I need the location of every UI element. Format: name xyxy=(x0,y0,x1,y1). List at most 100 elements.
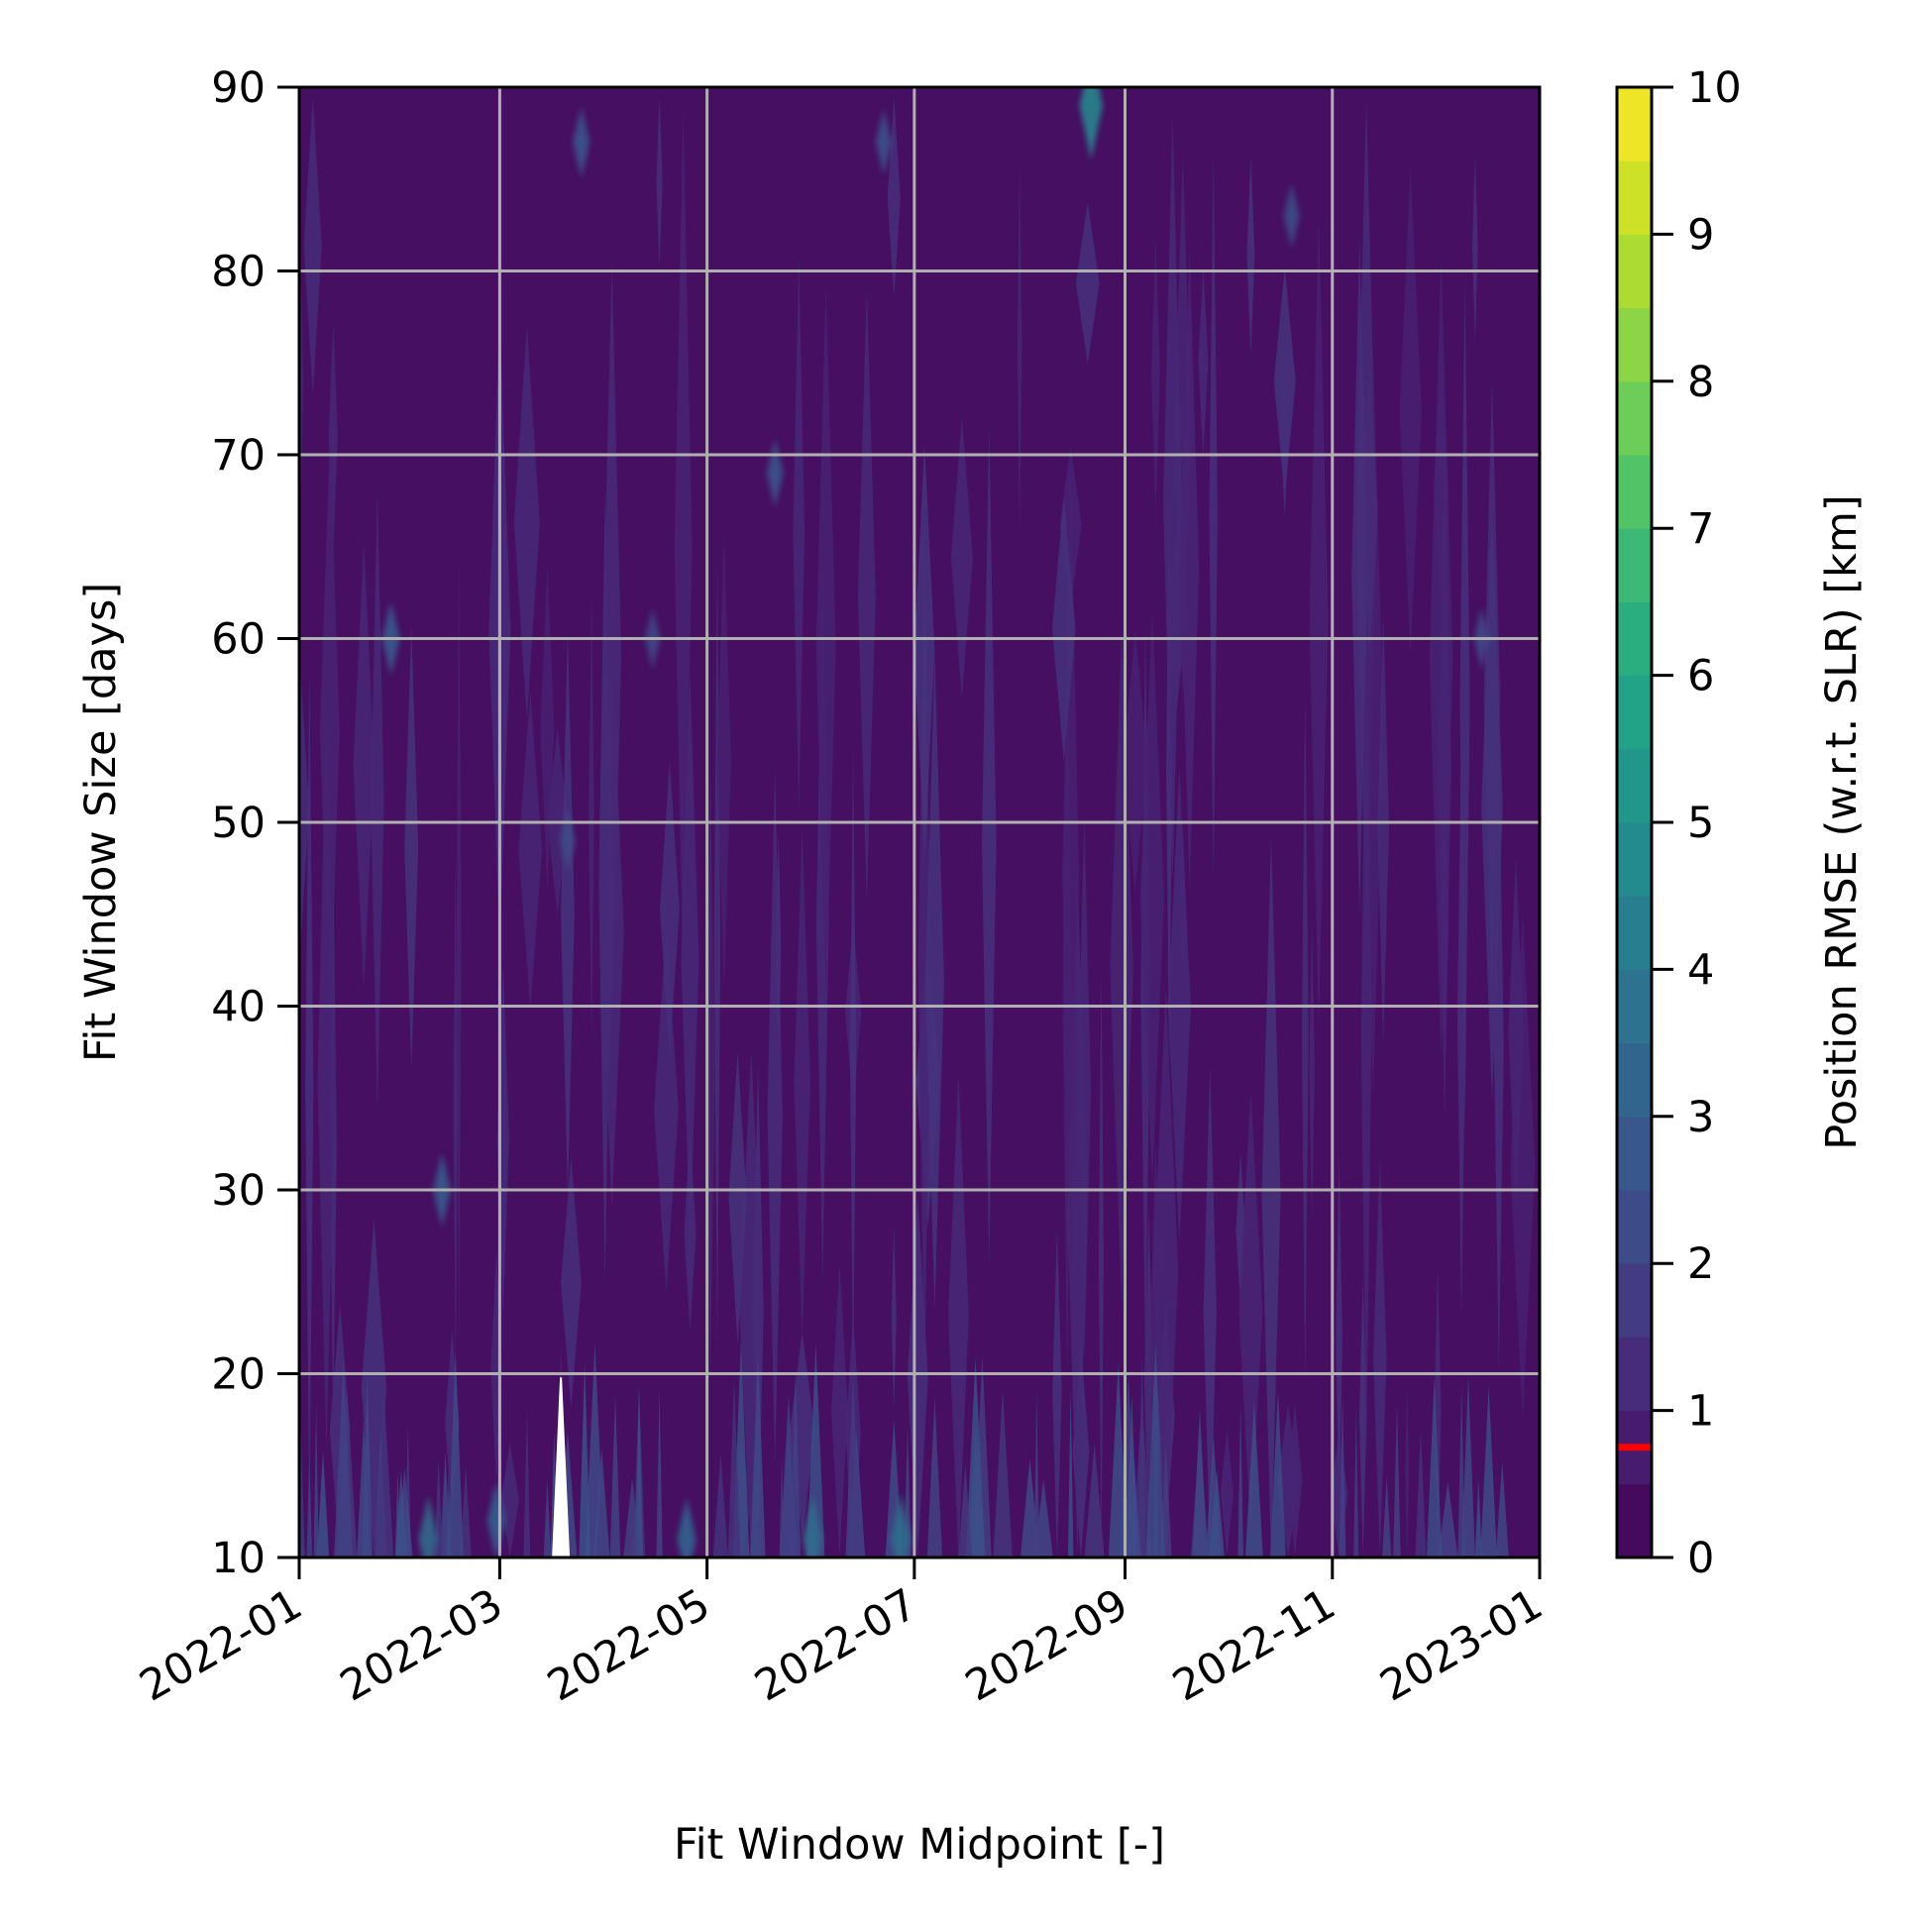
contour-streak xyxy=(1336,1154,1342,1525)
contour-streak xyxy=(1098,962,1105,1557)
contour-streak xyxy=(1123,628,1148,892)
contour-streak xyxy=(453,853,458,1375)
contour-peak xyxy=(802,1494,822,1557)
contour-streak-low xyxy=(965,1357,986,1557)
contour-streak xyxy=(793,253,805,811)
contour-streak-low xyxy=(1353,1404,1359,1557)
y-tick-label: 50 xyxy=(211,799,266,848)
contour-streak-low xyxy=(1237,1401,1243,1557)
contour-streak-low xyxy=(1033,1391,1040,1557)
contour-streak xyxy=(815,283,836,1013)
y-axis: 10 20 30 40 50 60 70 80 90 xyxy=(211,63,299,1583)
contour-streak-low xyxy=(334,1360,354,1557)
contour-peak xyxy=(560,808,576,873)
contour-streak xyxy=(1151,237,1160,512)
colorbar-tick-label: 3 xyxy=(1687,1093,1714,1142)
contour-streak xyxy=(1059,446,1082,604)
x-tick-label: 2022-01 xyxy=(132,1579,311,1711)
contour-streak xyxy=(1481,511,1503,1103)
contour-streak xyxy=(540,565,555,892)
x-tick-label: 2022-07 xyxy=(747,1579,926,1711)
contour-streak-low xyxy=(750,1350,766,1557)
contour-streak xyxy=(1067,869,1088,1557)
colorbar-band xyxy=(1617,748,1652,823)
contour-field xyxy=(299,87,1536,1557)
contour-streak xyxy=(513,325,540,720)
contour-streak-low xyxy=(1084,1443,1105,1557)
contour-streak-low xyxy=(635,1386,644,1557)
plot-area xyxy=(297,85,1542,1559)
colorbar-band xyxy=(1617,822,1652,897)
contour-streak xyxy=(303,96,322,395)
contour-streak xyxy=(891,1224,897,1412)
contour-streak xyxy=(1309,917,1315,1222)
contour-streak-low xyxy=(313,1401,319,1557)
contour-streak-low xyxy=(316,1450,330,1557)
contour-streak xyxy=(1246,155,1255,356)
colorbar-tick-label: 6 xyxy=(1687,652,1714,701)
colorbar: 0 1 2 3 4 5 6 7 8 9 10 Position RMSE (w.r.t. SLR) … xyxy=(1615,63,1867,1583)
contour-streak-low xyxy=(523,1406,531,1557)
missing-data-region xyxy=(552,1377,571,1557)
contour-streak xyxy=(561,630,575,1196)
contour-streak-low xyxy=(958,1465,973,1557)
contour-streak xyxy=(1198,267,1209,458)
contour-streak xyxy=(404,624,419,1069)
contour-streak-low xyxy=(1393,1401,1401,1557)
contour-streak-low xyxy=(727,1377,741,1557)
contour-streak xyxy=(305,668,314,1511)
x-axis: 2022-01 2022-03 2022-05 2022-07 2022-09 2022-… xyxy=(132,1557,1552,1711)
contour-peak xyxy=(573,106,590,178)
contour-streak xyxy=(518,691,543,1009)
contour-streak xyxy=(1399,167,1422,655)
colorbar-band xyxy=(1617,1116,1652,1191)
contour-streak-low xyxy=(1244,1401,1263,1557)
x-tick-label: 2022-09 xyxy=(957,1579,1136,1711)
colorbar-band xyxy=(1617,234,1652,309)
contour-streak xyxy=(1203,1064,1217,1557)
contour-streak xyxy=(1373,1159,1387,1557)
contour-streak xyxy=(299,650,310,968)
colorbar-band xyxy=(1617,1263,1652,1338)
x-tick-label: 2022-05 xyxy=(540,1579,719,1711)
contour-streak-low xyxy=(543,1478,552,1557)
contour-streak-low xyxy=(1495,1461,1509,1557)
contour-peak xyxy=(1079,87,1103,161)
contour-streak xyxy=(1172,394,1180,550)
contour-streak xyxy=(1072,1344,1090,1557)
colorbar-band xyxy=(1617,161,1652,235)
x-tick-label: 2022-03 xyxy=(332,1579,511,1711)
contour-streak-low xyxy=(1108,1363,1128,1557)
contour-streak-low xyxy=(447,1348,464,1557)
contour-streak xyxy=(1209,153,1218,879)
contour-streak xyxy=(1360,597,1372,1463)
colorbar-band xyxy=(1617,1042,1652,1118)
colorbar-label: Position RMSE (w.r.t. SLR) [km] xyxy=(1817,494,1867,1149)
contour-peak xyxy=(677,1497,697,1557)
contour-peak xyxy=(875,108,893,176)
contour-streak-low xyxy=(1426,1376,1443,1557)
contour-streak xyxy=(1508,856,1524,1208)
contour-streak-low xyxy=(460,1466,472,1557)
colorbar-band xyxy=(1617,896,1652,970)
contour-streak xyxy=(982,423,997,1266)
contour-streak xyxy=(1287,1403,1303,1557)
x-axis-label: Fit Window Midpoint [-] xyxy=(674,1820,1165,1870)
contour-streak xyxy=(684,1130,697,1333)
contour-streak-low xyxy=(1461,1375,1475,1557)
y-tick-label: 20 xyxy=(211,1350,266,1400)
contour-streak xyxy=(1017,159,1022,532)
y-axis-label: Fit Window Size [days] xyxy=(76,583,126,1062)
contour-streak xyxy=(371,488,384,1113)
contour-streak-low xyxy=(394,1469,407,1557)
contour-streak xyxy=(1052,1227,1062,1557)
x-tick-label: 2023-01 xyxy=(1372,1579,1552,1711)
contour-peak xyxy=(418,1495,439,1557)
contour-streak-low xyxy=(306,1451,313,1557)
contour-streak xyxy=(1459,278,1470,1129)
contour-streak-low xyxy=(1381,1476,1392,1557)
x-tick-label: 2022-11 xyxy=(1165,1579,1344,1711)
colorbar-band xyxy=(1617,1190,1652,1264)
contour-streak xyxy=(561,1157,582,1409)
